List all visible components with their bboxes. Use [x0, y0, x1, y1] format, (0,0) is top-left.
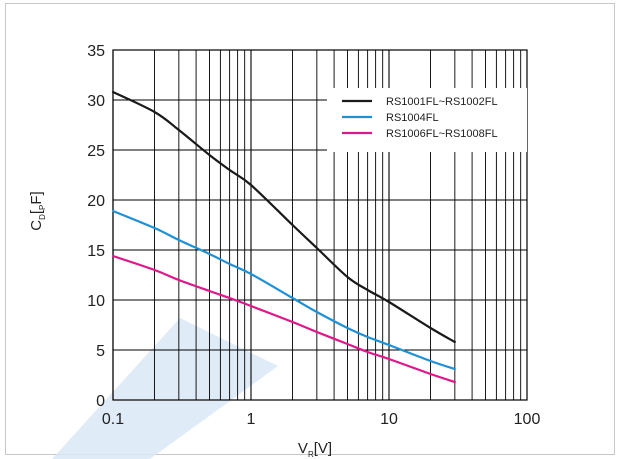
x-tick-label: 0.1: [102, 411, 124, 428]
ylabel-sub: D: [38, 214, 47, 220]
y-tick-label: 5: [96, 343, 105, 360]
y-tick-label: 30: [87, 93, 105, 110]
legend-box: [327, 88, 527, 152]
x-tick-label: 10: [380, 411, 398, 428]
y-tick-label: 0: [96, 393, 105, 410]
y-tick-label: 10: [87, 293, 105, 310]
ylabel-prefix: P: [38, 205, 47, 210]
xlabel-main: V: [298, 440, 308, 457]
x-tick-label: 1: [247, 411, 256, 428]
plot-border: [112, 49, 528, 401]
svg-text:CD[PF]: CD[PF]: [28, 191, 47, 230]
series-line-2: [111, 209, 456, 371]
x-axis-title: VR[V]: [298, 440, 332, 459]
legend-label-1: RS1001FL~RS1002FL: [386, 96, 498, 108]
series-line-1: [111, 90, 456, 344]
xlabel-unit: [V]: [314, 440, 332, 457]
y-tick-label: 25: [87, 143, 105, 160]
series-line-3: [111, 254, 456, 384]
y-tick-label: 35: [87, 43, 105, 60]
y-tick-label: 15: [87, 243, 105, 260]
ylabel-main: C: [28, 220, 45, 231]
chart-frame: [5, 3, 615, 455]
legend-label-2: RS1004FL: [386, 112, 439, 124]
legend-label-3: RS1006FL~RS1008FL: [386, 128, 498, 140]
y-tick-label: 20: [87, 193, 105, 210]
tick-labels: 0 5 10 15 20 25 30 35 0.1 1 10 100: [87, 43, 540, 428]
series-lines: [111, 90, 456, 384]
y-axis-title: CD[PF]: [28, 191, 47, 230]
legend: RS1001FL~RS1002FL RS1004FL RS1006FL~RS1008…: [327, 88, 527, 152]
x-tick-label: 100: [514, 411, 541, 428]
xlabel-sub: R: [308, 450, 314, 459]
ylabel-unit-close: F]: [28, 191, 45, 204]
ylabel-unit-open: [: [28, 209, 45, 214]
